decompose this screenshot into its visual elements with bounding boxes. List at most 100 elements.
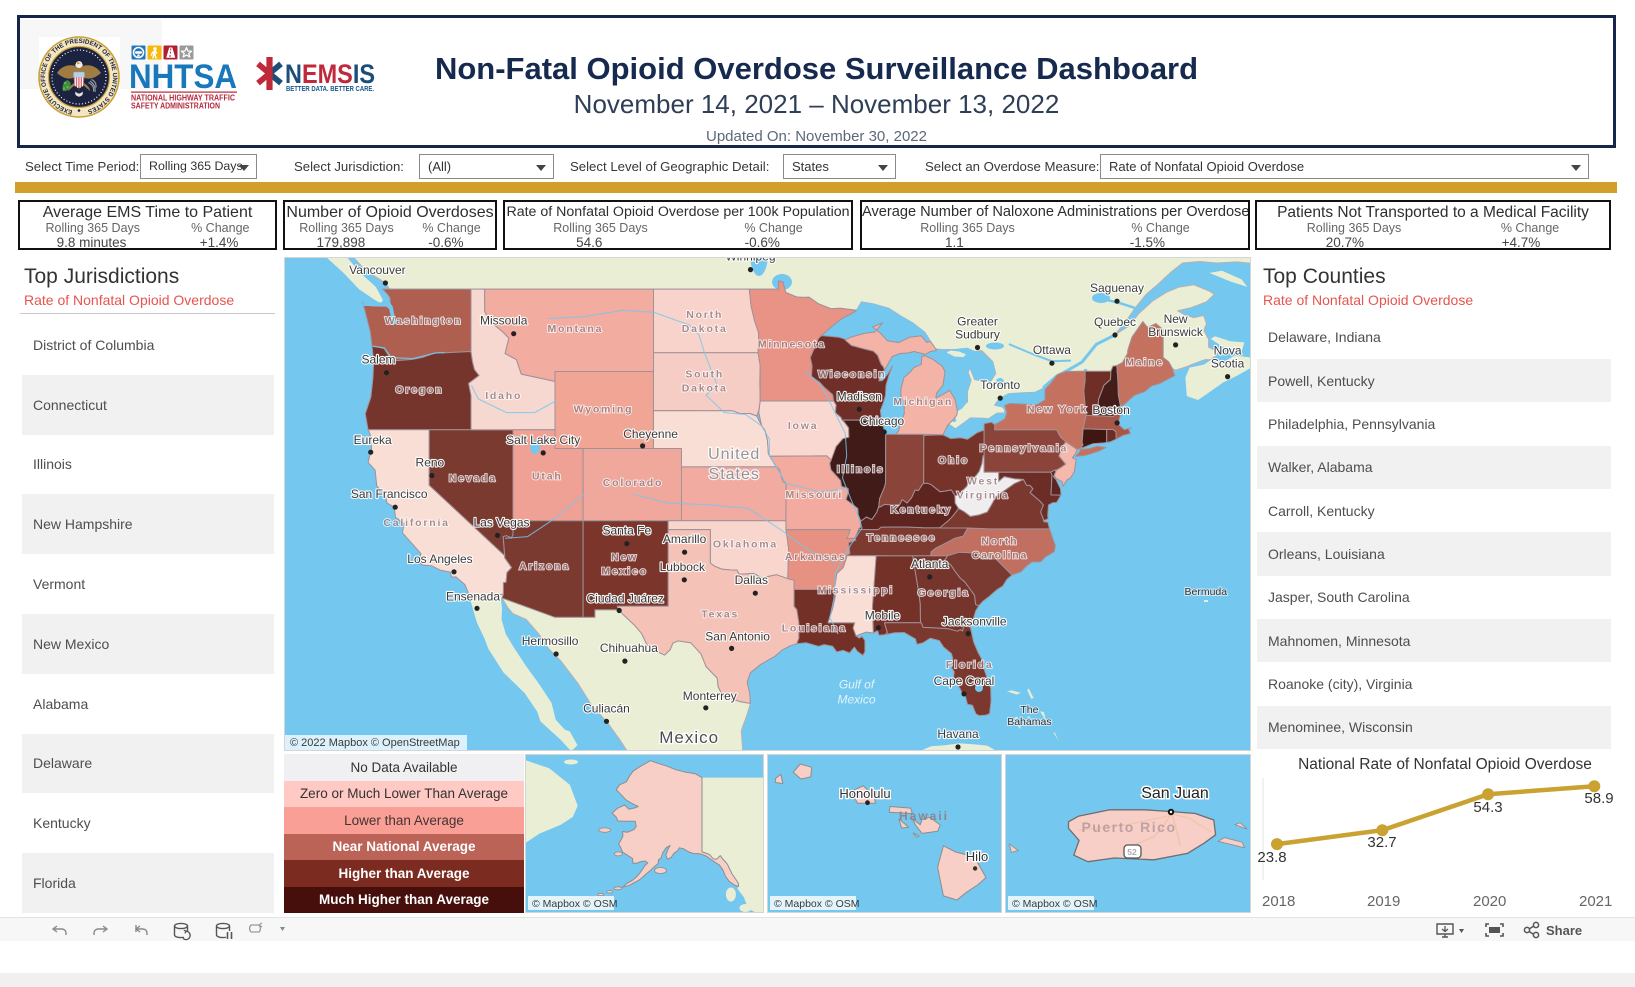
svg-text:Michigan: Michigan [893, 396, 953, 408]
svg-text:San Juan: San Juan [1141, 785, 1209, 802]
svg-text:California: California [383, 517, 449, 529]
svg-text:Chihuahua: Chihuahua [600, 641, 658, 655]
svg-text:San Antonio: San Antonio [705, 629, 770, 643]
svg-text:Washington: Washington [385, 315, 463, 327]
svg-text:Saguenay: Saguenay [1090, 281, 1144, 295]
svg-text:Havana: Havana [937, 727, 979, 741]
svg-text:North: North [981, 535, 1018, 547]
svg-text:Monterrey: Monterrey [683, 689, 737, 703]
svg-text:Iowa: Iowa [788, 420, 819, 432]
svg-text:© Mapbox © OSM: © Mapbox © OSM [774, 898, 860, 910]
svg-text:Gulf of: Gulf of [839, 678, 876, 692]
svg-text:Los Angeles: Los Angeles [407, 552, 472, 566]
svg-text:Idaho: Idaho [485, 390, 522, 402]
svg-text:Missoula: Missoula [480, 314, 528, 328]
svg-text:Mexico: Mexico [837, 693, 875, 707]
svg-text:Mississippi: Mississippi [818, 585, 894, 597]
svg-text:North: North [686, 309, 723, 321]
svg-text:Greater: Greater [957, 315, 998, 329]
svg-text:Dallas: Dallas [735, 573, 768, 587]
svg-text:Atlanta: Atlanta [911, 557, 949, 571]
svg-text:West: West [967, 476, 999, 488]
svg-text:Tennessee: Tennessee [867, 532, 937, 544]
svg-text:Georgia: Georgia [918, 587, 970, 599]
svg-text:Minnesota: Minnesota [758, 338, 826, 350]
svg-text:New: New [611, 552, 638, 564]
svg-text:BETTER DATA. BETTER CARE.: BETTER DATA. BETTER CARE. [286, 84, 374, 93]
svg-text:Share: Share [1546, 923, 1582, 938]
svg-text:Vancouver: Vancouver [349, 263, 405, 277]
svg-text:© Mapbox © OSM: © Mapbox © OSM [532, 898, 618, 910]
svg-text:Kentucky: Kentucky [890, 504, 952, 516]
svg-text:Brunswick: Brunswick [1148, 325, 1204, 339]
svg-text:Honolulu: Honolulu [839, 786, 890, 801]
svg-text:Utah: Utah [532, 471, 563, 483]
svg-text:The: The [1020, 704, 1038, 716]
svg-text:NATIONAL HIGHWAY TRAFFIC: NATIONAL HIGHWAY TRAFFIC [131, 94, 235, 103]
svg-text:Maine: Maine [1125, 357, 1164, 369]
svg-text:Wyoming: Wyoming [574, 404, 634, 416]
svg-text:Toronto: Toronto [980, 378, 1020, 392]
svg-text:© 2022 Mapbox © OpenStreetMap: © 2022 Mapbox © OpenStreetMap [290, 737, 460, 749]
svg-text:Wisconsin: Wisconsin [818, 369, 887, 381]
svg-text:Salt Lake City: Salt Lake City [506, 433, 580, 447]
svg-text:Salem: Salem [361, 353, 395, 367]
svg-text:NHTSA: NHTSA [131, 58, 237, 96]
svg-text:Chicago: Chicago [860, 414, 904, 428]
svg-text:Boston: Boston [1092, 403, 1129, 417]
svg-text:Pennsylvania: Pennsylvania [979, 442, 1068, 454]
svg-text:Santa Fe: Santa Fe [602, 524, 651, 538]
svg-text:Bahamas: Bahamas [1007, 716, 1051, 728]
svg-text:Scotia: Scotia [1211, 357, 1245, 371]
svg-text:Reno: Reno [416, 456, 445, 470]
svg-text:Louisiana: Louisiana [782, 623, 847, 635]
svg-text:Oregon: Oregon [395, 384, 443, 396]
svg-text:Texas: Texas [701, 609, 739, 621]
svg-text:South: South [685, 368, 724, 380]
svg-text:54.3: 54.3 [1473, 799, 1502, 816]
svg-text:Quebec: Quebec [1094, 315, 1136, 329]
svg-text:Sudbury: Sudbury [955, 328, 1000, 342]
svg-text:Mexico: Mexico [601, 566, 647, 578]
svg-text:Cheyenne: Cheyenne [623, 427, 678, 441]
svg-text:Arizona: Arizona [519, 560, 570, 572]
svg-text:Jacksonville: Jacksonville [942, 615, 1007, 629]
svg-text:Oklahoma: Oklahoma [713, 539, 778, 551]
svg-text:Hilo: Hilo [966, 849, 988, 864]
svg-text:Hermosillo: Hermosillo [522, 634, 579, 648]
svg-text:Arkansas: Arkansas [785, 551, 847, 563]
svg-text:Illinois: Illinois [837, 463, 885, 475]
svg-text:Virginia: Virginia [957, 490, 1010, 502]
svg-text:San Francisco: San Francisco [351, 487, 428, 501]
svg-text:NEMSIS: NEMSIS [285, 59, 375, 89]
svg-text:Lubbock: Lubbock [660, 560, 706, 574]
svg-text:SAFETY ADMINISTRATION: SAFETY ADMINISTRATION [131, 102, 220, 111]
svg-text:Bermuda: Bermuda [1184, 586, 1227, 598]
svg-text:New: New [1164, 312, 1188, 326]
svg-text:23.8: 23.8 [1257, 849, 1286, 866]
svg-text:Ensenada: Ensenada [446, 589, 500, 603]
svg-text:Carolina: Carolina [972, 549, 1028, 561]
svg-text:Nova: Nova [1214, 344, 1242, 358]
svg-text:Dakota: Dakota [682, 323, 728, 335]
svg-text:Madison: Madison [837, 389, 882, 403]
svg-text:Eureka: Eureka [354, 433, 392, 447]
svg-text:Nevada: Nevada [449, 473, 497, 485]
svg-text:Mexico: Mexico [659, 728, 719, 747]
svg-text:Las Vegas: Las Vegas [473, 515, 529, 529]
svg-text:32.7: 32.7 [1367, 834, 1396, 851]
svg-text:United: United [708, 446, 760, 463]
svg-text:Dakota: Dakota [682, 382, 728, 394]
svg-text:Colorado: Colorado [603, 477, 663, 489]
svg-text:58.9: 58.9 [1584, 790, 1613, 807]
svg-text:Puerto Rico: Puerto Rico [1081, 819, 1176, 835]
svg-text:Culiacán: Culiacán [583, 701, 630, 715]
svg-text:Hawaii: Hawaii [899, 809, 949, 823]
svg-text:Montana: Montana [548, 323, 604, 335]
svg-text:Cape Coral: Cape Coral [934, 674, 995, 688]
svg-text:New York: New York [1027, 404, 1088, 416]
svg-text:Ciudad Juárez: Ciudad Juárez [587, 592, 664, 606]
svg-text:52: 52 [1127, 847, 1137, 857]
svg-text:© Mapbox © OSM: © Mapbox © OSM [1012, 898, 1098, 910]
svg-text:States: States [709, 466, 760, 483]
